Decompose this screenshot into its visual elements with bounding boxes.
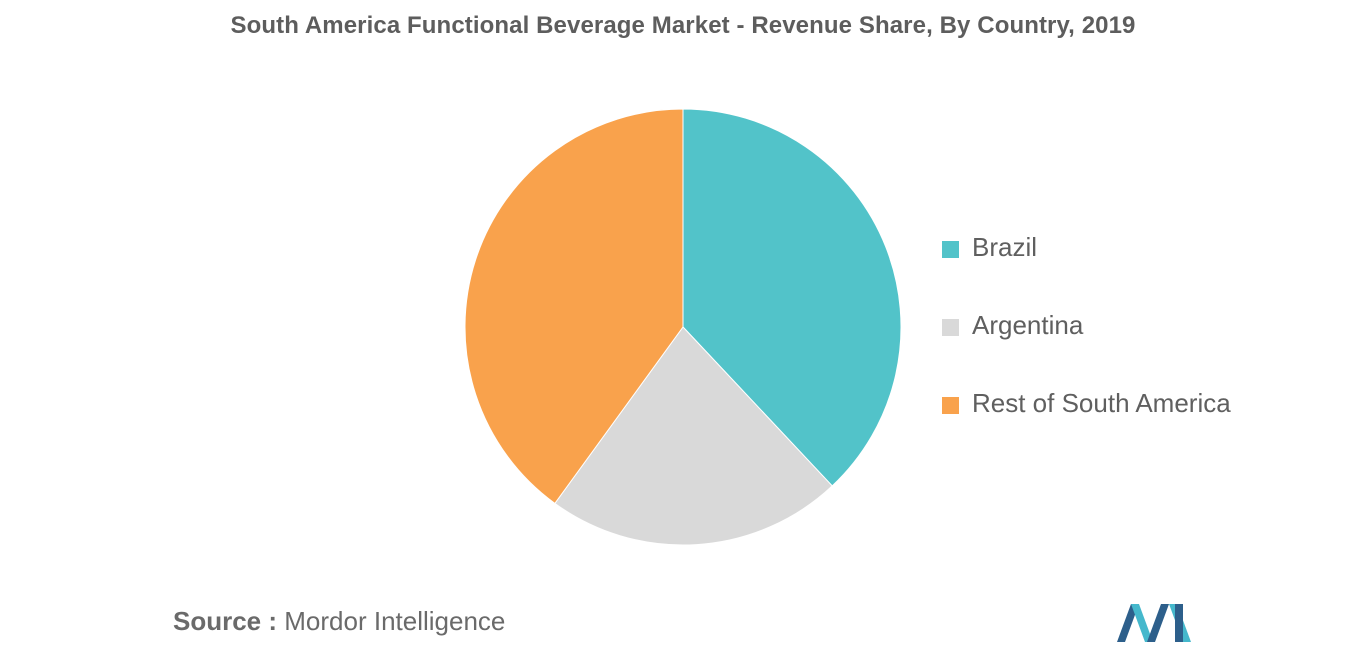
- chart-title: South America Functional Beverage Market…: [230, 12, 1136, 39]
- pie-slice-rest-of-south-america: [464, 108, 684, 505]
- mordor-intelligence-logo-icon: [1117, 604, 1191, 642]
- legend-label-brazil: Brazil: [972, 232, 1038, 262]
- legend-label-argentina: Argentina: [972, 310, 1084, 340]
- legend-label-rest-of-south-america: Rest of South America: [972, 388, 1231, 418]
- logo-bar: [1175, 604, 1183, 642]
- source-prefix: Source :: [173, 606, 278, 636]
- logo-shape-left: [1117, 604, 1139, 642]
- legend-swatch-argentina: [942, 319, 959, 336]
- legend-swatch-brazil: [942, 241, 959, 258]
- logo-shape-mid-right: [1147, 604, 1169, 642]
- logo-shape-mid-left: [1131, 604, 1153, 642]
- pie-slice-argentina: [554, 326, 833, 546]
- source-note: Source : Mordor Intelligence: [173, 606, 505, 637]
- legend-swatch-rest-of-south-america: [942, 397, 959, 414]
- pie-slice-brazil: [682, 108, 902, 487]
- source-name: Mordor Intelligence: [284, 606, 506, 636]
